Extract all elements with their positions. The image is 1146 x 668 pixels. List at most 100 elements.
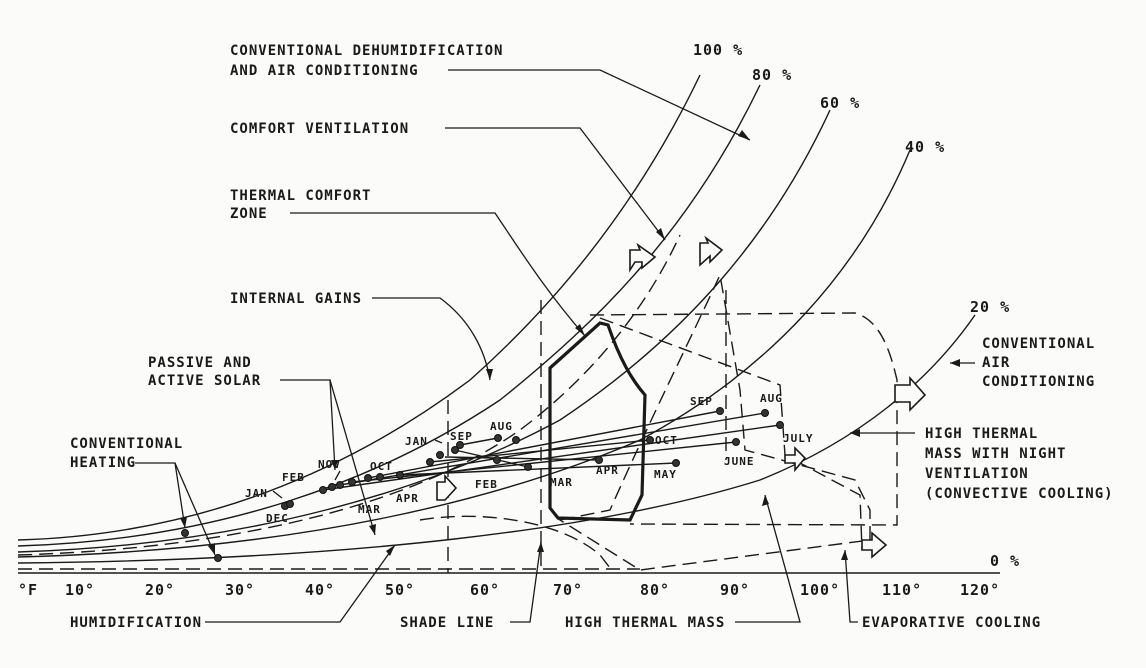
- tick-40: 40°: [305, 581, 335, 599]
- month-aug-low: AUG: [490, 420, 513, 433]
- label-passive-solar-2: ACTIVE SOLAR: [148, 373, 261, 389]
- month-line-9: [459, 437, 499, 446]
- point-oct-low-b: [376, 473, 384, 481]
- point-feb-high: [493, 456, 501, 464]
- month-oct-low: OCT: [370, 460, 393, 473]
- leader-nov: [334, 470, 341, 481]
- leader-arrowheads: [180, 130, 960, 560]
- block-arrows: [436, 235, 927, 559]
- tick-90: 90°: [720, 581, 750, 599]
- leader-heating-1: [135, 462, 186, 529]
- point-may: [672, 459, 680, 467]
- point-oct-high: [646, 436, 654, 444]
- point-aug-low: [494, 434, 502, 442]
- leader-heating-2: [174, 462, 216, 556]
- point-nov: [328, 483, 336, 491]
- label-evaporative-cooling: EVAPORATIVE COOLING: [862, 615, 1041, 631]
- point-sep-high: [716, 407, 724, 415]
- month-jan-mid: JAN: [405, 435, 428, 448]
- month-line-4: [367, 410, 721, 479]
- humidification-zone: [419, 515, 611, 569]
- curve-80-percent: [17, 84, 761, 547]
- leader-internal-gains: [372, 297, 491, 381]
- leader-jan-mid: [434, 439, 443, 444]
- tick-110: 110°: [882, 581, 922, 599]
- label-conv-ac-2: AIR: [982, 355, 1010, 371]
- month-apr-low: APR: [396, 492, 419, 505]
- point-apr-high: [595, 456, 603, 464]
- month-aug-high: AUG: [760, 392, 783, 405]
- axis-unit: °F: [18, 581, 38, 599]
- point-aug-high: [761, 409, 769, 417]
- label-thermal-comfort-zone-1: THERMAL COMFORT: [230, 188, 371, 204]
- month-nov: NOV: [318, 458, 341, 471]
- label-mass-night-3: VENTILATION: [925, 466, 1029, 482]
- point-mar-high: [524, 463, 532, 471]
- label-conventional-heating-2: HEATING: [70, 455, 136, 471]
- point-jan: [286, 500, 294, 508]
- evaporative-cooling-zone: [558, 272, 871, 571]
- tick-70: 70°: [553, 581, 583, 599]
- tick-60: 60°: [470, 581, 500, 599]
- tick-50: 50°: [385, 581, 415, 599]
- month-line-2: [339, 412, 766, 486]
- curve-100-percent: [17, 74, 701, 541]
- label-comfort-ventilation: COMFORT VENTILATION: [230, 121, 409, 137]
- leader-solar-1: [280, 379, 336, 471]
- leader-evaporative-cooling: [844, 549, 858, 623]
- point-sep-low-b: [451, 446, 459, 454]
- label-conventional-heating-1: CONVENTIONAL: [70, 436, 183, 452]
- month-sep-high: SEP: [690, 395, 713, 408]
- month-apr-high: APR: [596, 464, 619, 477]
- internal-gains-dashed-curve: [17, 234, 681, 556]
- label-mass-night-4: (CONVECTIVE COOLING): [925, 486, 1114, 502]
- tick-20: 20°: [145, 581, 175, 599]
- tick-30: 30°: [225, 581, 255, 599]
- label-high-thermal-mass: HIGH THERMAL MASS: [565, 615, 725, 631]
- point-aug-low-b: [512, 436, 520, 444]
- month-feb-high: FEB: [475, 478, 498, 491]
- point-apr-mid: [396, 471, 404, 479]
- label-rh-80: 80 %: [752, 66, 792, 84]
- tick-120: 120°: [960, 581, 1000, 599]
- thermal-comfort-zone-outline: [548, 321, 647, 522]
- month-mar-high: MAR: [550, 476, 573, 489]
- label-rh-20: 20 %: [970, 298, 1010, 316]
- month-line-6: [429, 439, 651, 463]
- label-rh-40: 40 %: [905, 138, 945, 156]
- label-rh-100: 100 %: [693, 41, 743, 59]
- leader-comfort-zone: [290, 212, 586, 337]
- label-shade-line: SHADE LINE: [400, 615, 494, 631]
- month-may: MAY: [654, 468, 677, 481]
- label-conv-ac-3: CONDITIONING: [982, 374, 1095, 390]
- month-points: [181, 407, 784, 562]
- month-july: JULY: [783, 432, 814, 445]
- label-internal-gains: INTERNAL GAINS: [230, 291, 362, 307]
- point-mar-low: [336, 481, 344, 489]
- month-oct-high: OCT: [655, 434, 678, 447]
- leader-lines: [135, 69, 975, 623]
- month-jan-low: JAN: [245, 487, 268, 500]
- month-sep-low: SEP: [450, 430, 473, 443]
- label-humidification: HUMIDIFICATION: [70, 615, 202, 631]
- point-apr-low: [348, 478, 356, 486]
- month-line-5: [399, 462, 677, 476]
- point-feb: [319, 486, 327, 494]
- point-heating-1: [181, 529, 189, 537]
- month-mar-low: MAR: [358, 503, 381, 516]
- point-sep-low-c: [456, 441, 464, 449]
- label-thermal-comfort-zone-2: ZONE: [230, 206, 268, 222]
- point-june: [732, 438, 740, 446]
- month-dec: DEC: [266, 512, 289, 525]
- point-oct-low: [364, 474, 372, 482]
- leader-dehumidification: [448, 69, 751, 141]
- point-july: [776, 421, 784, 429]
- curve-40-percent: [17, 149, 911, 558]
- leader-high-thermal-mass: [735, 494, 801, 623]
- month-line-7: [444, 456, 600, 461]
- label-passive-solar-1: PASSIVE AND: [148, 355, 252, 371]
- leader-shade-line: [510, 541, 542, 623]
- point-sep-low: [436, 451, 444, 459]
- leader-humidification: [205, 544, 396, 623]
